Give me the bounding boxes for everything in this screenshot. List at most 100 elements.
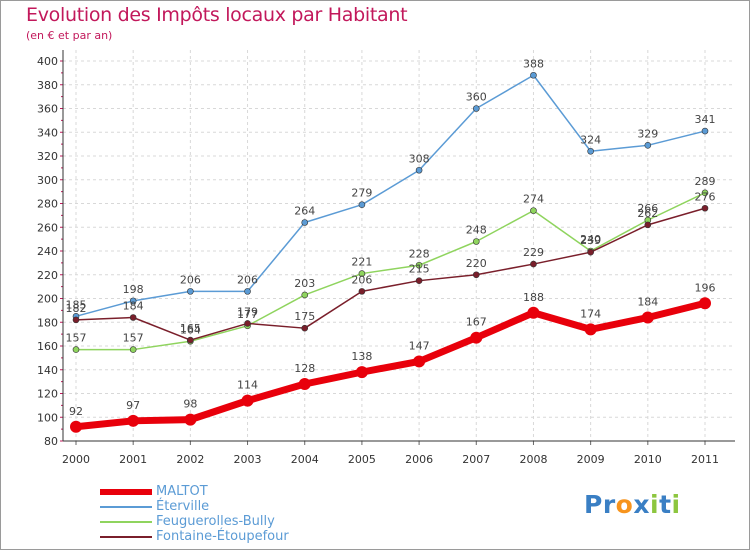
brand-letter: t: [659, 490, 672, 519]
series-line-feuguerolles-bully: [75, 192, 706, 351]
data-point-eterville: [187, 288, 194, 295]
data-label: 182: [66, 302, 87, 315]
y-tick-label: 260: [37, 221, 58, 234]
data-label: 138: [351, 350, 372, 363]
data-point-fontaine-etoupefour: [415, 277, 423, 284]
data-point-eterville: [244, 288, 251, 295]
data-label: 164: [180, 323, 201, 336]
series-line-fontaine-etoupefour: [75, 207, 706, 341]
data-label: 266: [637, 202, 658, 215]
data-point-eterville: [587, 147, 594, 155]
legend-swatch-eterville: [100, 506, 152, 508]
data-point-eterville: [301, 219, 309, 226]
data-label: 177: [237, 308, 258, 321]
data-point-eterville: [129, 297, 137, 305]
data-label: 184: [123, 300, 144, 313]
x-tick-label: 2004: [291, 453, 319, 466]
series-line-maltot: [72, 299, 709, 431]
y-tick-label: 280: [37, 198, 58, 211]
data-point-fontaine-etoupefour: [244, 320, 251, 327]
chart-title: Evolution des Impôts locaux par Habitant: [26, 4, 408, 26]
data-point-feuguerolles-bully: [415, 261, 423, 269]
data-label: 229: [523, 246, 544, 259]
legend-label-fontaine-etoupefour: Fontaine-Étoupefour: [156, 529, 289, 544]
data-point-maltot: [355, 366, 368, 379]
data-label: 188: [523, 291, 544, 304]
data-point-feuguerolles-bully: [472, 238, 480, 245]
data-label: 157: [66, 332, 87, 345]
data-point-maltot: [699, 297, 711, 310]
data-point-fontaine-etoupefour: [129, 314, 137, 321]
data-point-eterville: [701, 127, 709, 135]
data-label: 228: [409, 247, 430, 260]
y-tick-label: 380: [37, 79, 58, 92]
data-point-feuguerolles-bully: [72, 346, 80, 353]
brand-letter: i: [671, 490, 681, 519]
y-tick-label: 400: [37, 55, 58, 68]
data-label: 203: [294, 277, 315, 290]
data-label: 97: [126, 399, 140, 412]
data-label: 128: [294, 362, 315, 375]
y-tick-label: 180: [37, 316, 58, 329]
data-label: 262: [637, 207, 658, 220]
y-tick-label: 320: [37, 150, 58, 163]
data-label: 157: [123, 332, 144, 345]
y-tick-label: 140: [37, 364, 58, 377]
data-label: 329: [637, 127, 658, 140]
x-tick-label: 2001: [119, 453, 147, 466]
y-tick-label: 340: [37, 126, 58, 139]
brand-letter: i: [650, 490, 660, 519]
data-label: 175: [294, 310, 315, 323]
brand-letter: r: [602, 490, 616, 519]
data-label: 274: [523, 193, 544, 206]
x-tick-label: 2003: [234, 453, 262, 466]
legend-item-maltot: MALTOT: [100, 484, 360, 499]
data-point-feuguerolles-bully: [358, 270, 366, 277]
data-label: 206: [180, 273, 201, 286]
data-point-maltot: [413, 355, 426, 368]
x-tick-label: 2005: [348, 453, 376, 466]
data-point-maltot: [641, 311, 654, 324]
x-tick-label: 2008: [519, 453, 547, 466]
y-tick-label: 240: [37, 245, 58, 258]
data-label: 206: [237, 273, 258, 286]
data-label: 221: [351, 256, 372, 269]
data-point-feuguerolles-bully: [129, 346, 137, 353]
data-point-eterville: [644, 142, 652, 149]
y-tick-label: 120: [37, 388, 58, 401]
data-label: 341: [695, 113, 716, 126]
data-label: 198: [123, 283, 144, 296]
data-label: 239: [580, 234, 601, 247]
data-label: 248: [466, 224, 487, 237]
data-label: 147: [409, 339, 430, 352]
data-label: 220: [466, 257, 487, 270]
data-point-maltot: [127, 414, 140, 427]
data-label: 388: [523, 57, 544, 70]
x-tick-label: 2000: [62, 453, 90, 466]
series-lines: [70, 71, 711, 433]
y-tick-label: 80: [44, 435, 58, 448]
legend-item-eterville: Éterville: [100, 499, 360, 514]
y-tick-label: 200: [37, 293, 58, 306]
data-label: 289: [695, 175, 716, 188]
y-tick-label: 160: [37, 340, 58, 353]
legend-label-maltot: MALTOT: [156, 484, 208, 499]
data-label: 98: [183, 398, 197, 411]
data-point-maltot: [184, 413, 197, 426]
data-point-maltot: [70, 420, 82, 433]
data-point-fontaine-etoupefour: [358, 288, 366, 295]
data-point-fontaine-etoupefour: [587, 248, 594, 256]
legend-label-eterville: Éterville: [156, 499, 210, 514]
data-point-fontaine-etoupefour: [701, 204, 709, 212]
y-tick-label: 360: [37, 103, 58, 116]
data-label: 179: [237, 305, 258, 318]
brand-letter: o: [615, 490, 634, 519]
data-label: 215: [409, 263, 430, 276]
legend-label-feuguerolles-bully: Feuguerolles-Bully: [156, 514, 275, 529]
data-label: 206: [351, 273, 372, 286]
data-label: 174: [580, 307, 601, 320]
data-label: 279: [351, 187, 372, 200]
chart-subtitle: (en € et par an): [26, 29, 113, 42]
axes: 80 100 120 140 160 180 200 220 240 260 280 300 320 34…: [37, 50, 735, 466]
